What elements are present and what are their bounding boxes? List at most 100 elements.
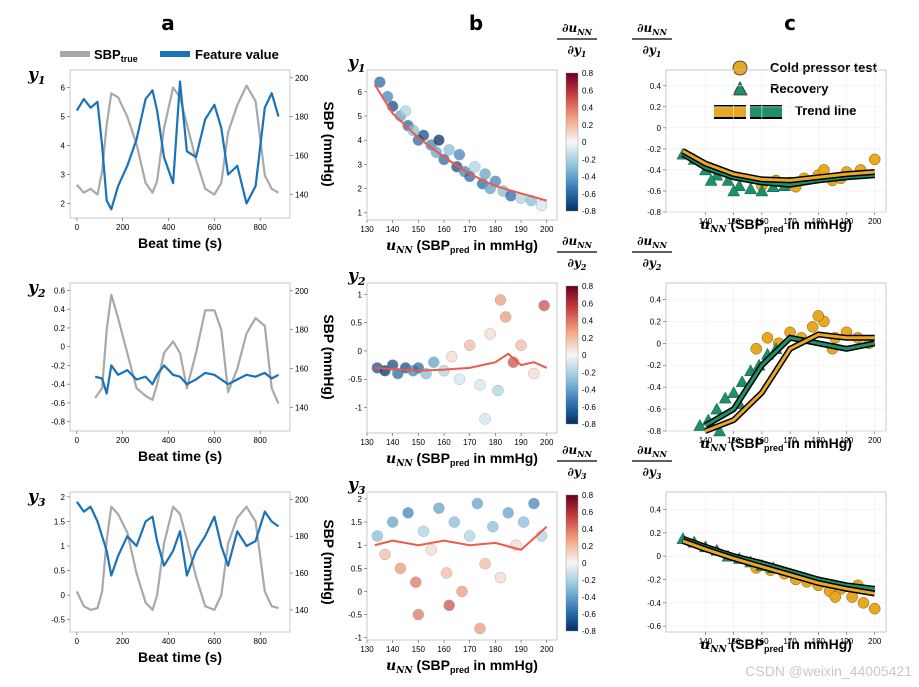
b1-xtick-label: 130 [360,225,374,234]
a2-xtick-label: 0 [75,436,80,445]
derivative-labels: ∂uNN∂y1∂uNN∂y2∂uNN∂y3∂uNN∂y1∂uNN∂y2∂uNN∂… [557,21,672,481]
a1-y2tick-label: 160 [295,152,309,161]
a1-y2tick-label: 200 [295,74,309,83]
b3-point [379,548,391,561]
b1-xtick-label: 150 [412,225,426,234]
c1-ytick-label: 0 [657,124,662,133]
b1-xtick-label: 170 [463,225,477,234]
b2-xlabel: uNN (SBPpred in mmHg) [386,450,538,469]
b3-point [502,507,514,519]
b3-xtick-label: 160 [437,645,451,654]
b3-xlabel: uNN (SBPpred in mmHg) [386,657,538,676]
c2-xtick-label: 140 [699,436,713,445]
b1-point [453,148,466,161]
svg-text:∂y3: ∂y3 [568,465,587,481]
b3-frame [366,491,558,641]
c3-ytick-label: 0.4 [650,506,662,515]
c2-xtick-label: 150 [727,436,741,445]
b3-point [456,585,468,598]
b3-point [474,622,486,635]
a1-y2label: SBP (mmHg) [321,101,337,186]
a1-xtick-label: 200 [116,223,130,232]
c1-xtick-label: 180 [812,217,826,226]
c1-recovery-point [744,182,758,195]
b2-ytick-label: -1 [355,404,363,413]
b2-xtick-label: 170 [463,438,477,447]
a2-ytick-label: 0 [61,343,66,352]
legend-trend-marker [714,105,782,119]
b2-point [428,356,440,368]
b3-point [528,497,540,510]
b3-point [448,516,460,528]
b1-point [535,199,548,212]
a2-ytick-label: -0.8 [51,418,65,427]
c1-recovery-point [732,179,746,191]
colorbar-b2-tick: 0.4 [582,317,594,326]
c3-ytick-label: -0.6 [647,622,661,631]
a3-frame [69,491,291,633]
a3-xtick-label: 200 [116,637,130,646]
a2-y2label: SBP (mmHg) [321,314,337,399]
b2-point [494,294,507,306]
c3-xtick-label: 170 [783,637,797,646]
b3-ytick-label: 1 [358,541,363,550]
a2-y2tick-label: 160 [295,365,309,374]
colorbar-b3-tick: -0.6 [582,610,596,619]
b3-xtick-label: 200 [540,645,554,654]
panel-label-c: c [784,11,796,35]
svg-text:∂y1: ∂y1 [643,43,662,59]
a2-ylabel: y2 [27,278,46,300]
c3-trend-outline [681,535,876,592]
legend-recovery-marker [732,81,748,96]
c3-cold-point [857,597,870,609]
c3-trend-line [682,539,875,595]
b3-trend-line [374,525,548,551]
c2-xtick-label: 200 [868,436,882,445]
a2-xlabel: Beat time (s) [138,448,222,464]
colorbar-b1-tick: 0.6 [582,86,594,95]
b3-point [487,520,499,533]
svg-text:∂y2: ∂y2 [643,256,662,272]
c3-ylabel: ∂uNN ∂y3 [632,443,672,481]
c1-ytick-label: -0.2 [647,145,661,154]
plot-b1: 130 140 150 160 170 180 190 200 1 2 3 4 5 6 uNN (SBPpr… [347,53,558,256]
legend-cold-label: Cold pressor test [770,60,878,75]
b2-ytick-label: 0.5 [351,319,363,328]
b3-point [464,530,476,542]
c2-cold-point [806,321,819,333]
b2-ytick-label: -0.5 [348,375,362,384]
a1-xlabel: Beat time (s) [138,235,222,251]
c2-recovery-point [727,386,741,398]
b3-point [371,530,383,542]
legend-c: Cold pressor test Recovery Trend line [714,60,878,119]
panel-label-b: b [469,11,483,35]
b1-point [438,153,450,166]
c2-ytick-label: -0.4 [647,383,661,392]
a3-ytick-label: 1.5 [54,517,66,526]
a1-ylabel: y1 [27,65,46,87]
c1-xlabel: uNN (SBPpred in mmHg) [700,216,852,235]
legend-feature-swatch [160,51,190,57]
colorbar-b3-tick: 0.8 [582,491,594,500]
legend-a: SBPtrue Feature value [60,47,279,64]
c1-xtick-label: 200 [868,217,882,226]
b3-point [417,525,430,538]
colorbar-b2-title: ∂uNN ∂y2 [557,234,597,272]
b1-ytick-label: 4 [358,136,363,145]
c2-cold-point [750,343,763,355]
c3-xlabel: uNN (SBPpred in mmHg) [700,636,852,655]
c2-ytick-label: -0.6 [647,405,661,414]
colorbars: 0.8 0.6 0.4 0.2 0 -0.2 -0.4 -0.6 -0.8 0.8 0.6 0.4 0.… [565,69,596,636]
b1-ytick-label: 3 [358,160,363,169]
a1-xtick-label: 0 [75,223,80,232]
b2-point [392,367,404,380]
a1-frame [69,69,291,219]
b2-point [474,379,486,391]
c3-ytick-label: -0.2 [647,576,661,585]
c2-xtick-label: 160 [755,436,769,445]
c2-ytick-label: 0 [657,339,662,348]
b1-xtick-label: 160 [437,225,451,234]
b2-ytick-label: 0 [358,347,363,356]
